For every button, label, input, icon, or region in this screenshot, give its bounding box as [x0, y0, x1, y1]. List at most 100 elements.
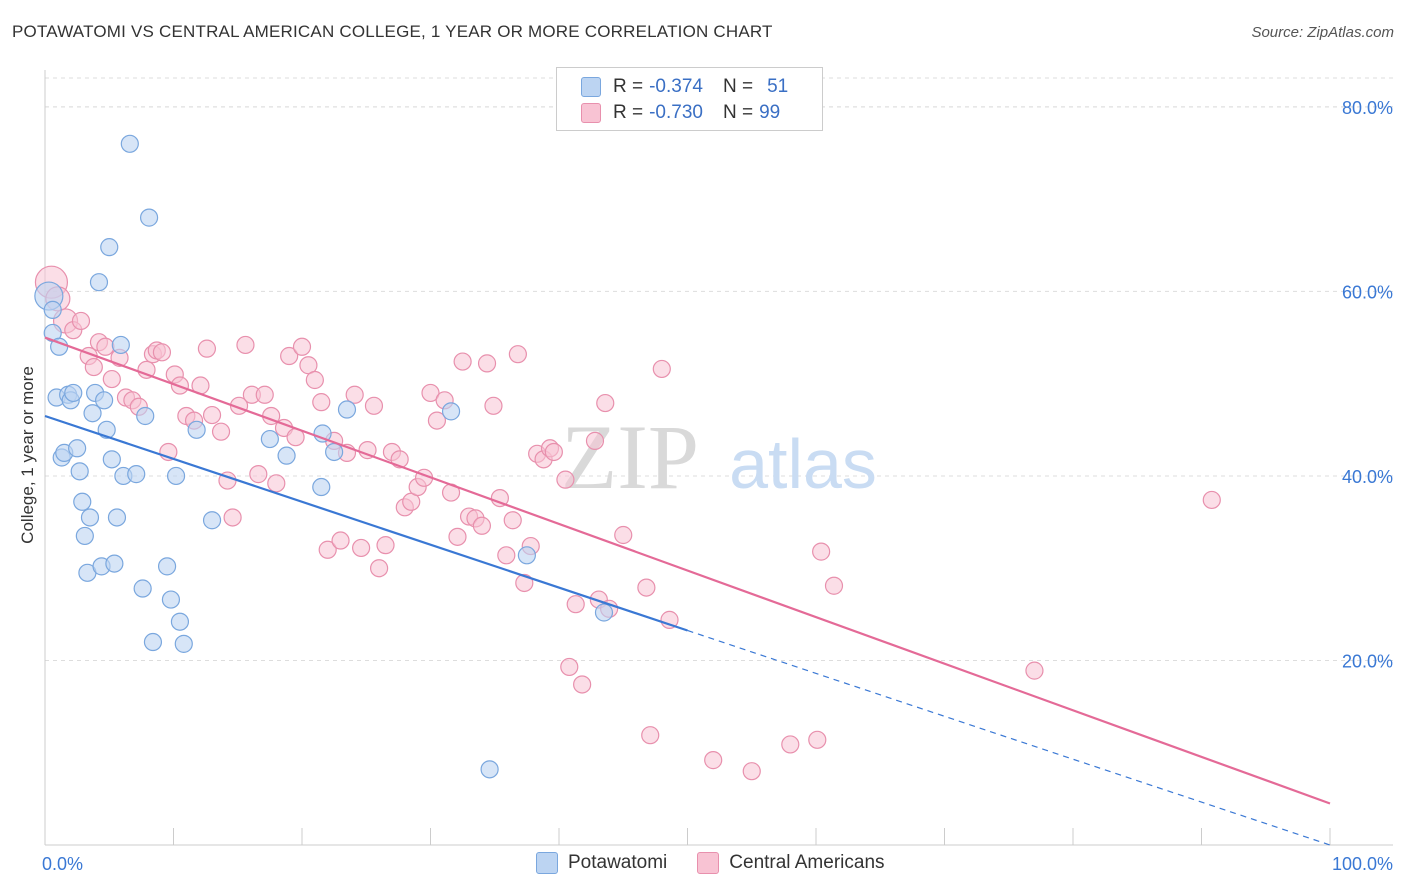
central-americans-point [566, 595, 585, 614]
potawatomi-point [441, 402, 461, 421]
watermark: ZIP atlas [561, 406, 877, 508]
central-americans-points [34, 265, 1221, 781]
legend-swatch-pink [697, 852, 720, 874]
central-americans-point [197, 339, 217, 358]
axes [44, 70, 1393, 846]
central-americans-point [585, 431, 605, 450]
central-americans-point [1202, 490, 1221, 510]
central-americans-point [96, 337, 115, 356]
central-americans-point [508, 345, 527, 364]
central-americans-point [544, 442, 563, 462]
central-americans-point [477, 354, 497, 373]
series-legend: Potawatomi Central Americans [536, 852, 915, 874]
central-americans-point [573, 675, 592, 694]
central-americans-point [236, 335, 255, 355]
central-americans-point [503, 511, 522, 530]
grid-lines [45, 77, 1393, 661]
potawatomi-point [83, 404, 102, 423]
central-americans-point [515, 573, 534, 593]
central-americans-point [614, 525, 633, 545]
potawatomi-point [202, 511, 222, 530]
central-americans-point [249, 465, 268, 484]
central-americans-point [137, 360, 156, 379]
potawatomi-point [337, 400, 357, 419]
potawatomi-point [594, 603, 614, 622]
trend-lines [44, 336, 1331, 846]
potawatomi-point [166, 466, 186, 486]
potawatomi-point [68, 439, 87, 458]
potawatomi-point [480, 760, 499, 779]
central-americans-point [704, 751, 723, 770]
x-tick-label: 100.0% [1332, 854, 1393, 874]
potawatomi-point [170, 612, 190, 631]
potawatomi-trend-line [44, 414, 688, 632]
chart-title: POTAWATOMI VS CENTRAL AMERICAN COLLEGE, … [12, 22, 773, 41]
y-axis-label: College, 1 year or more [18, 366, 37, 544]
central-americans-point [427, 411, 447, 430]
y-tick-label: 20.0% [1342, 651, 1393, 671]
legend-r-value: -0.730 [649, 102, 703, 123]
potawatomi-point [95, 391, 114, 410]
central-americans-point [102, 369, 121, 389]
potawatomi-point [100, 238, 119, 257]
central-americans-point [211, 422, 231, 441]
potawatomi-point [73, 492, 92, 511]
central-americans-point [312, 393, 331, 412]
central-americans-point [637, 578, 656, 597]
legend-swatch-blue [536, 852, 558, 874]
legend-swatch-blue [581, 77, 601, 97]
central-americans-point [808, 730, 827, 749]
potawatomi-point [312, 477, 331, 497]
potawatomi-point [70, 462, 89, 481]
legend-row-central-americans: R = -0.730 N = 99 [581, 100, 780, 126]
legend-r-label: R = [613, 76, 644, 97]
central-americans-point [305, 370, 324, 390]
central-americans-point [641, 726, 660, 745]
central-americans-point [280, 346, 299, 366]
central-americans-point [370, 559, 389, 578]
central-americans-point [352, 538, 371, 558]
central-americans-point [223, 508, 242, 527]
legend-label-central-americans: Central Americans [729, 852, 885, 873]
central-americans-point [358, 441, 377, 460]
source-label: Source: ZipAtlas.com [1251, 24, 1394, 41]
potawatomi-point [102, 450, 121, 469]
potawatomi-point [43, 300, 62, 319]
legend-n-value: 51 [767, 76, 789, 97]
legend-row-potawatomi: R = -0.374 N = 51 [581, 74, 788, 100]
central-americans-point [84, 357, 103, 377]
potawatomi-point [105, 554, 124, 573]
potawatomi-point [75, 526, 94, 546]
potawatomi-point [187, 420, 206, 439]
potawatomi-point [64, 383, 83, 403]
central-americans-point [318, 540, 337, 559]
potawatomi-point [107, 508, 127, 527]
central-americans-point [292, 337, 312, 356]
central-americans-point [421, 383, 440, 403]
x-tick-label: 0.0% [42, 854, 83, 874]
central-americans-point [824, 576, 844, 595]
central-americans-point [484, 396, 503, 415]
legend-item-central-americans: Central Americans [697, 852, 885, 874]
potawatomi-point [161, 590, 181, 609]
central-americans-point [267, 474, 286, 493]
potawatomi-point [517, 546, 536, 565]
potawatomi-point [174, 634, 193, 653]
legend-n-value: 99 [759, 102, 781, 123]
potawatomi-trend-extension [687, 629, 1331, 846]
central-americans-point [202, 405, 222, 425]
watermark-zip: ZIP [561, 406, 699, 508]
potawatomi-point [260, 429, 279, 449]
central-americans-trend-line [44, 336, 1331, 805]
central-americans-point [453, 352, 472, 371]
legend-n-label: N = [722, 76, 754, 97]
potawatomi-point [277, 446, 296, 465]
legend-item-potawatomi: Potawatomi [536, 852, 667, 874]
correlation-legend: R = -0.374 N = 51 R = -0.730 N = 99 [556, 67, 823, 131]
tick-labels: 20.0% 40.0% 60.0% 80.0% 0.0% 100.0% [42, 98, 1393, 874]
central-americans-point [781, 735, 800, 754]
central-americans-point [556, 470, 575, 489]
potawatomi-point [127, 465, 146, 484]
potawatomi-point [139, 208, 159, 227]
